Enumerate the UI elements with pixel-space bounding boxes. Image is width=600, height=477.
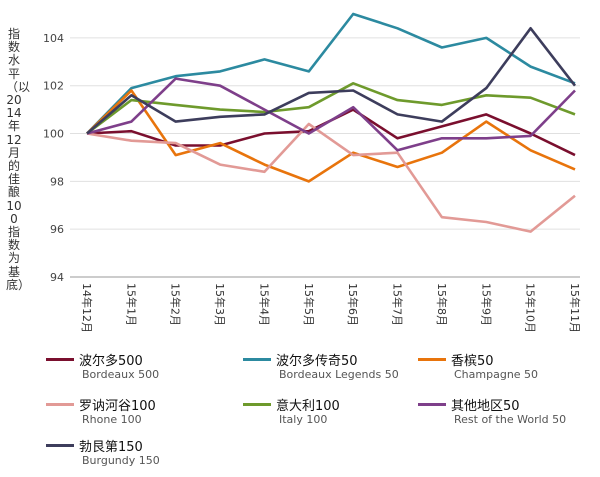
legend-label-en: Rest of the World 50 (454, 413, 567, 426)
legend-item: 其他地区50 Rest of the World 50 (418, 395, 598, 431)
legend-label: 罗讷河谷100 (79, 399, 156, 414)
gridlines (70, 37, 580, 278)
series-line-rest-of-the-world-50 (86, 77, 576, 152)
y-tick-label: 102 (43, 80, 64, 93)
y-axis-label: 指数水平（以2014年12月的佳酿100指数为基底） (6, 27, 31, 292)
x-tick-label: 15年11月 (568, 283, 582, 333)
legend: 波尔多500 Bordeaux 500 波尔多传奇50 Bordeaux Legend… (46, 350, 600, 477)
y-tick-label: 104 (43, 32, 64, 45)
legend-label: 其他地区50 (451, 399, 520, 414)
x-tick-label: 15年10月 (524, 283, 538, 333)
x-tick-label: 15年7月 (391, 283, 405, 326)
legend-item: 香槟50 Champagne 50 (418, 350, 598, 386)
series-line-italy-100 (86, 82, 576, 135)
legend-swatch (46, 444, 74, 447)
legend-label-en: Burgundy 150 (82, 454, 160, 467)
x-tick-label: 15年4月 (257, 283, 271, 326)
y-tick-label: 96 (50, 223, 64, 236)
x-tick-label: 15年1月 (124, 283, 138, 326)
legend-label-en: Bordeaux Legends 50 (279, 368, 399, 381)
x-tick-label: 14年12月 (80, 283, 94, 333)
x-axis-ticks: 14年12月 15年1月 15年2月 15年3月 15年4月 15年5月 15年6月 15年7… (80, 283, 582, 333)
y-axis-ticks: 94 96 98 100 102 104 (43, 32, 64, 284)
x-tick-label: 15年6月 (346, 283, 360, 326)
legend-label-en: Italy 100 (279, 413, 328, 426)
series-line-bordeaux-legends-50 (86, 12, 576, 135)
x-tick-label: 15年9月 (479, 283, 493, 326)
y-tick-label: 98 (50, 175, 64, 188)
legend-label: 波尔多传奇50 (276, 354, 358, 369)
legend-swatch (418, 358, 446, 361)
legend-swatch (46, 358, 74, 361)
legend-item: 意大利100 Italy 100 (243, 395, 423, 431)
x-tick-label: 15年8月 (435, 283, 449, 326)
legend-label: 意大利100 (276, 399, 340, 414)
legend-label: 香槟50 (451, 354, 494, 369)
legend-swatch (243, 403, 271, 406)
series-line-rhone-100 (86, 122, 576, 233)
x-tick-label: 15年2月 (169, 283, 183, 326)
legend-label-en: Bordeaux 500 (82, 368, 160, 381)
legend-item: 罗讷河谷100 Rhone 100 (46, 395, 226, 431)
legend-item: 波尔多500 Bordeaux 500 (46, 350, 226, 386)
x-tick-label: 15年3月 (213, 283, 227, 326)
series-lines (86, 12, 577, 233)
y-tick-label: 100 (43, 128, 64, 141)
legend-item: 勃艮第150 Burgundy 150 (46, 436, 226, 472)
legend-item: 波尔多传奇50 Bordeaux Legends 50 (243, 350, 423, 386)
series-line-burgundy-150 (86, 26, 577, 135)
y-tick-label: 94 (50, 271, 64, 284)
legend-swatch (418, 403, 446, 406)
legend-swatch (243, 358, 271, 361)
series-line-champagne-50 (86, 89, 576, 183)
legend-label-en: Rhone 100 (82, 413, 142, 426)
legend-label-en: Champagne 50 (454, 368, 539, 381)
x-tick-label: 15年5月 (302, 283, 316, 326)
legend-swatch (46, 403, 74, 406)
legend-label: 波尔多500 (79, 354, 143, 369)
legend-label: 勃艮第150 (79, 440, 143, 455)
line-chart: 94 96 98 100 102 104 14年12月 15年1月 15年2月 15年3月 15年… (43, 12, 582, 333)
